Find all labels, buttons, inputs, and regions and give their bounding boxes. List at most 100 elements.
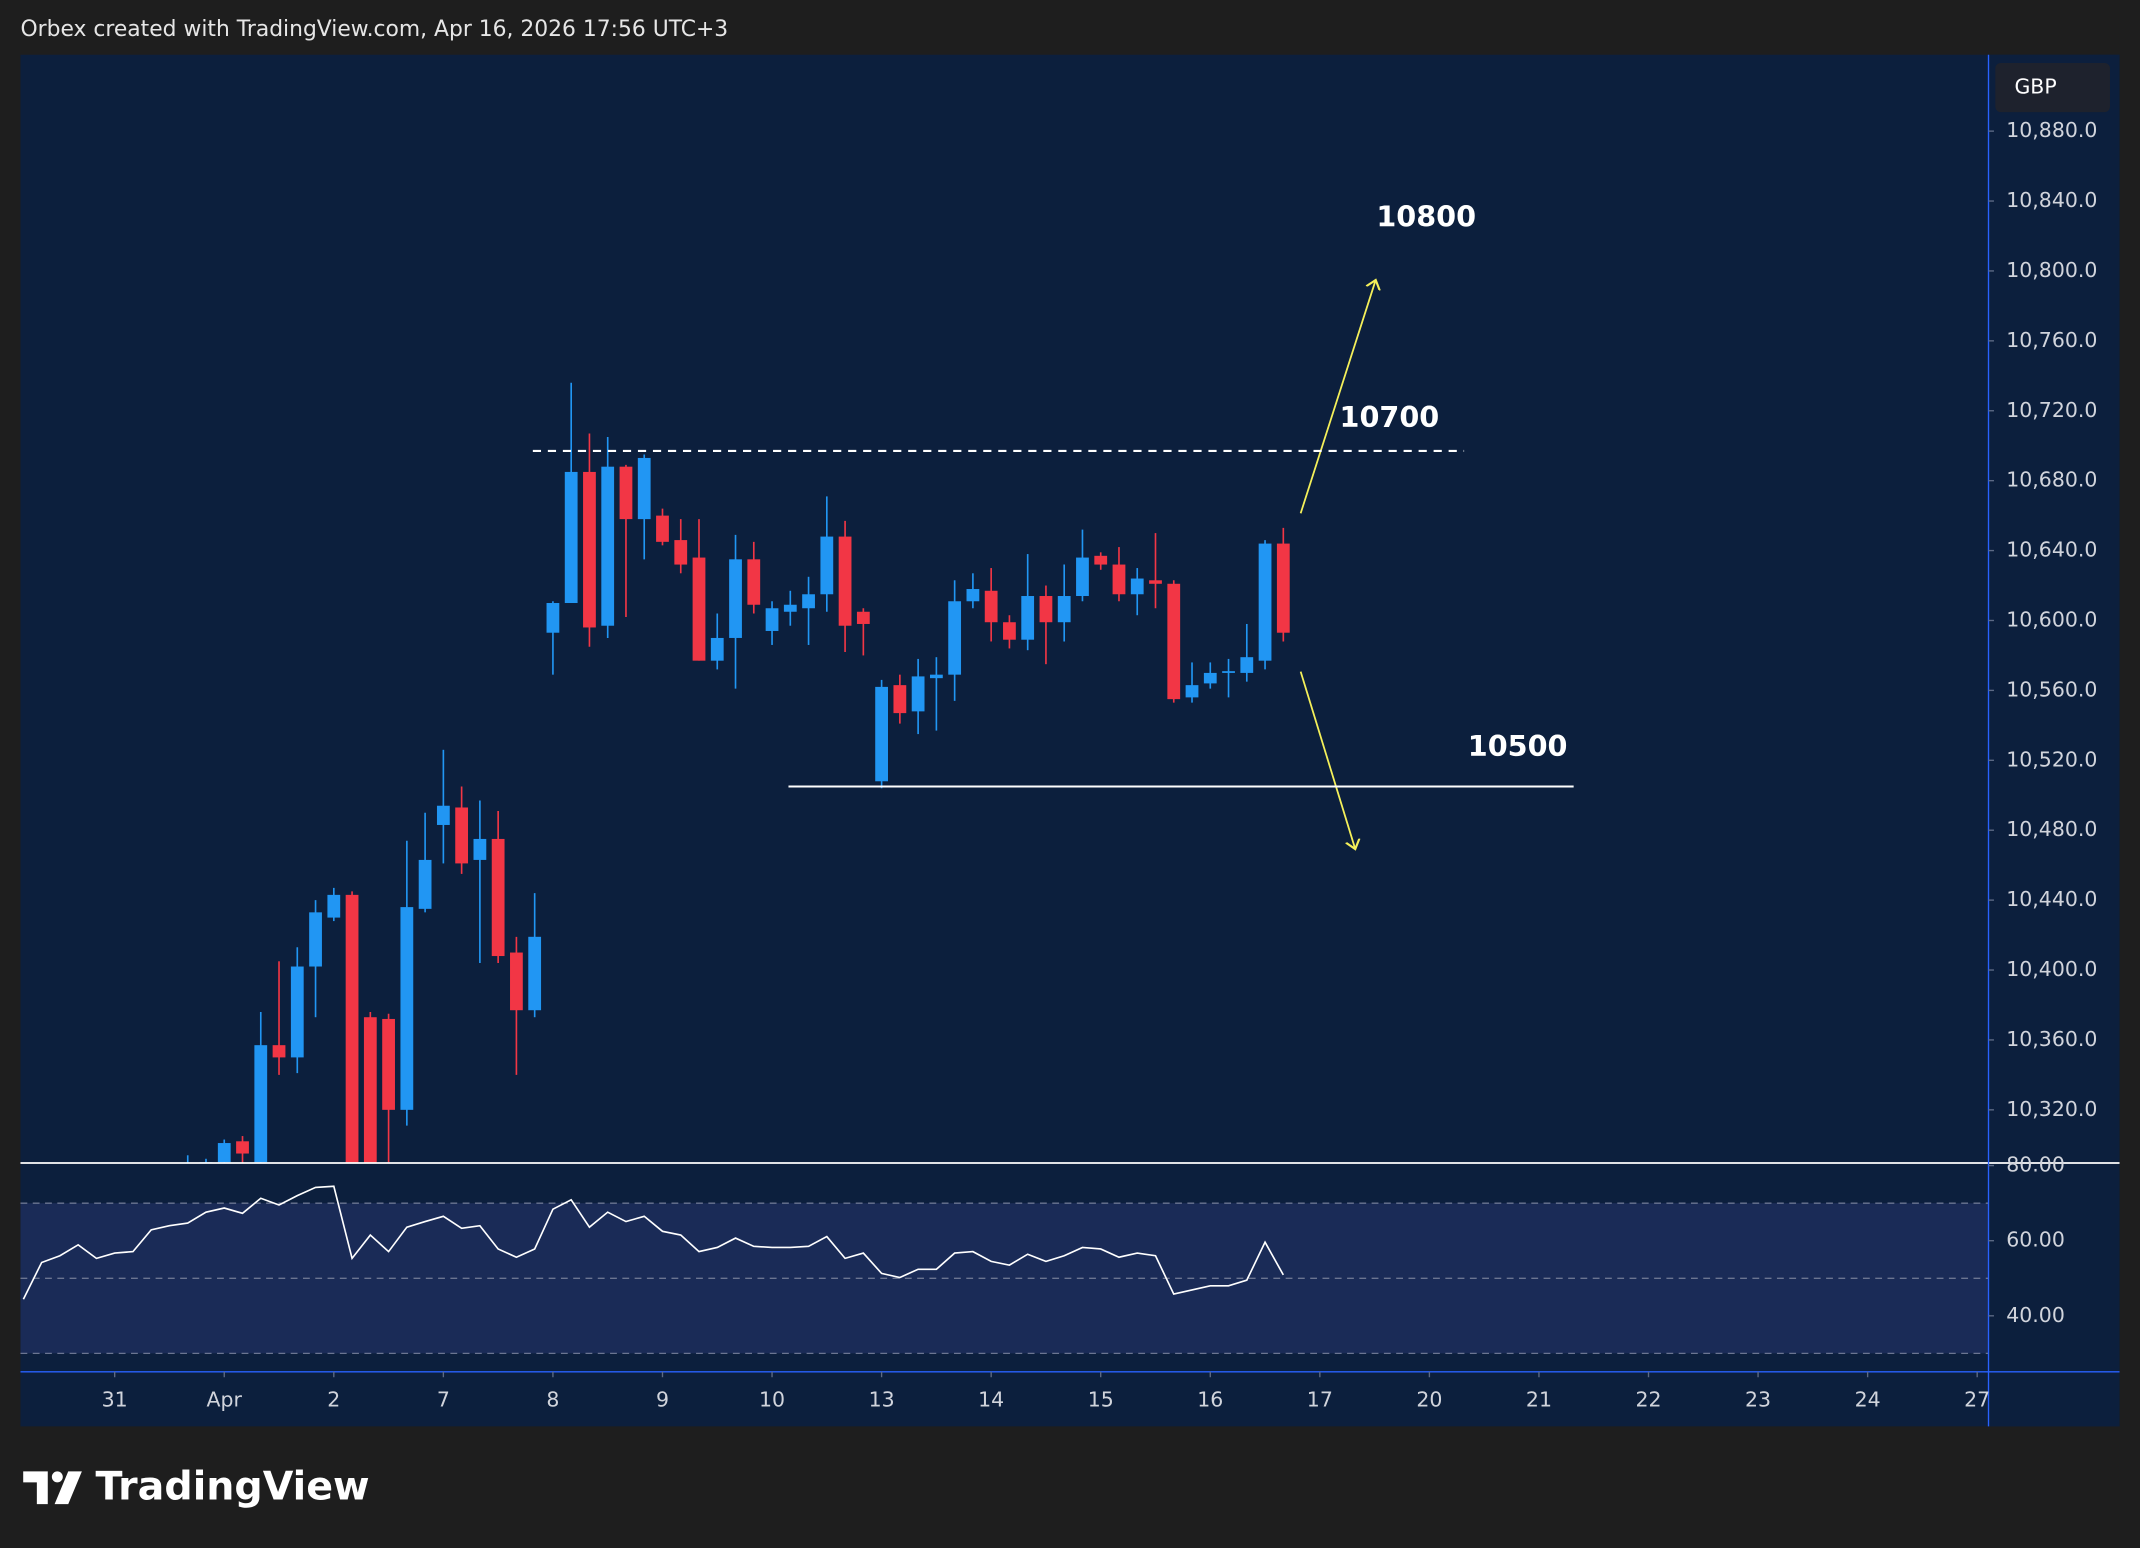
- candle-body: [1021, 596, 1035, 640]
- y-tick-label: 10,480.0: [2006, 817, 2097, 841]
- price-axis: [1988, 54, 2120, 1427]
- x-tick-label: 14: [978, 1387, 1004, 1411]
- annotation: 10700: [1340, 400, 1440, 434]
- annotation: 10800: [1376, 200, 1476, 234]
- candle-body: [236, 1141, 249, 1154]
- candle-body: [327, 894, 341, 918]
- arrow-down: [1299, 671, 1356, 849]
- currency-button[interactable]: [1995, 62, 2110, 113]
- candle-body: [1203, 672, 1217, 684]
- y-tick-label: 10,400.0: [2006, 957, 2097, 981]
- candle-body: [528, 936, 542, 1011]
- candle-body: [929, 674, 943, 679]
- candle-body: [1076, 557, 1089, 597]
- candle-body: [948, 601, 962, 675]
- y-tick-label: 60.00: [2006, 1228, 2065, 1252]
- x-tick-label: 21: [1526, 1387, 1552, 1411]
- candle-body: [345, 894, 359, 1163]
- candle-body: [984, 590, 998, 623]
- candle-body: [619, 466, 633, 520]
- candle-body: [893, 685, 907, 714]
- x-tick-label: Apr: [207, 1387, 243, 1411]
- candle-body: [1094, 555, 1108, 565]
- candle-body: [966, 589, 980, 602]
- candle-body: [1240, 657, 1254, 673]
- rsi-line: [22, 1185, 1285, 1300]
- candle-body: [1222, 671, 1235, 673]
- candle-body: [217, 1143, 231, 1163]
- y-tick-label: 80.00: [2006, 1153, 2065, 1177]
- candle-body: [564, 471, 578, 604]
- x-tick-label: 15: [1088, 1387, 1114, 1411]
- candle-body: [491, 838, 505, 957]
- x-tick-label: 7: [437, 1387, 450, 1411]
- x-tick-label: 31: [102, 1387, 128, 1411]
- logo-mark: [23, 1471, 82, 1505]
- candle-body: [1112, 564, 1126, 595]
- candle-body: [710, 637, 724, 661]
- x-tick-label: 13: [869, 1387, 895, 1411]
- candle-body: [254, 1045, 268, 1163]
- y-tick-label: 10,880.0: [2006, 118, 2097, 142]
- candle-body: [546, 603, 560, 633]
- candle-body: [838, 536, 852, 626]
- candle-body: [1003, 622, 1016, 640]
- candle-body: [656, 515, 669, 542]
- candle-body: [1039, 596, 1053, 623]
- candle-body: [692, 557, 706, 661]
- candle-body: [363, 1017, 377, 1163]
- candle-body: [601, 466, 615, 626]
- candle-body: [309, 912, 322, 967]
- x-tick-label: 17: [1307, 1387, 1333, 1411]
- y-tick-label: 10,320.0: [2006, 1097, 2097, 1121]
- candle-body: [637, 457, 651, 520]
- y-tick-label: 10,840.0: [2006, 188, 2097, 212]
- candle-body: [583, 471, 596, 628]
- y-tick-label: 10,440.0: [2006, 887, 2097, 911]
- x-tick-label: 23: [1745, 1387, 1771, 1411]
- y-tick-label: 10,680.0: [2006, 468, 2097, 492]
- chart-background: [20, 54, 2120, 1427]
- x-tick-label: 20: [1416, 1387, 1442, 1411]
- caption: Orbex created with TradingView.com, Apr …: [20, 17, 728, 42]
- candle-body: [1258, 543, 1272, 661]
- y-tick-label: 10,520.0: [2006, 747, 2097, 771]
- candle-body: [1185, 685, 1199, 698]
- candle-body: [765, 608, 779, 631]
- currency-label[interactable]: GBP: [2014, 75, 2056, 99]
- candle-body: [783, 604, 797, 612]
- candle-body: [1167, 583, 1181, 700]
- candle-body: [729, 559, 742, 638]
- y-tick-label: 10,560.0: [2006, 677, 2097, 701]
- candle-body: [455, 807, 469, 864]
- candle-body: [418, 859, 432, 909]
- candle-body: [747, 559, 761, 605]
- candle-body: [510, 952, 523, 1011]
- y-tick-label: 10,640.0: [2006, 538, 2097, 562]
- candle-body: [272, 1045, 286, 1058]
- y-tick-label: 10,360.0: [2006, 1027, 2097, 1051]
- x-tick-label: 16: [1197, 1387, 1223, 1411]
- candle-body: [1149, 580, 1162, 584]
- candle-body: [400, 907, 414, 1110]
- x-tick-label: 10: [759, 1387, 785, 1411]
- x-tick-label: 22: [1635, 1387, 1661, 1411]
- annotation: 10500: [1468, 729, 1568, 763]
- logo-text: TradingView: [96, 1464, 370, 1510]
- y-tick-label: 10,720.0: [2006, 398, 2097, 422]
- y-tick-label: 10,600.0: [2006, 607, 2097, 631]
- candle-body: [875, 686, 888, 782]
- candle-body: [674, 540, 688, 565]
- x-tick-label: 24: [1855, 1387, 1881, 1411]
- y-tick-label: 10,800.0: [2006, 258, 2097, 282]
- x-tick-label: 8: [546, 1387, 559, 1411]
- candle-body: [290, 966, 304, 1058]
- candle-body: [1057, 596, 1071, 623]
- candle-body: [911, 676, 925, 712]
- candle-body: [820, 536, 834, 595]
- candle-body: [802, 594, 815, 609]
- arrow-up: [1299, 280, 1376, 514]
- candle-body: [436, 805, 450, 825]
- candle-body: [1276, 543, 1290, 633]
